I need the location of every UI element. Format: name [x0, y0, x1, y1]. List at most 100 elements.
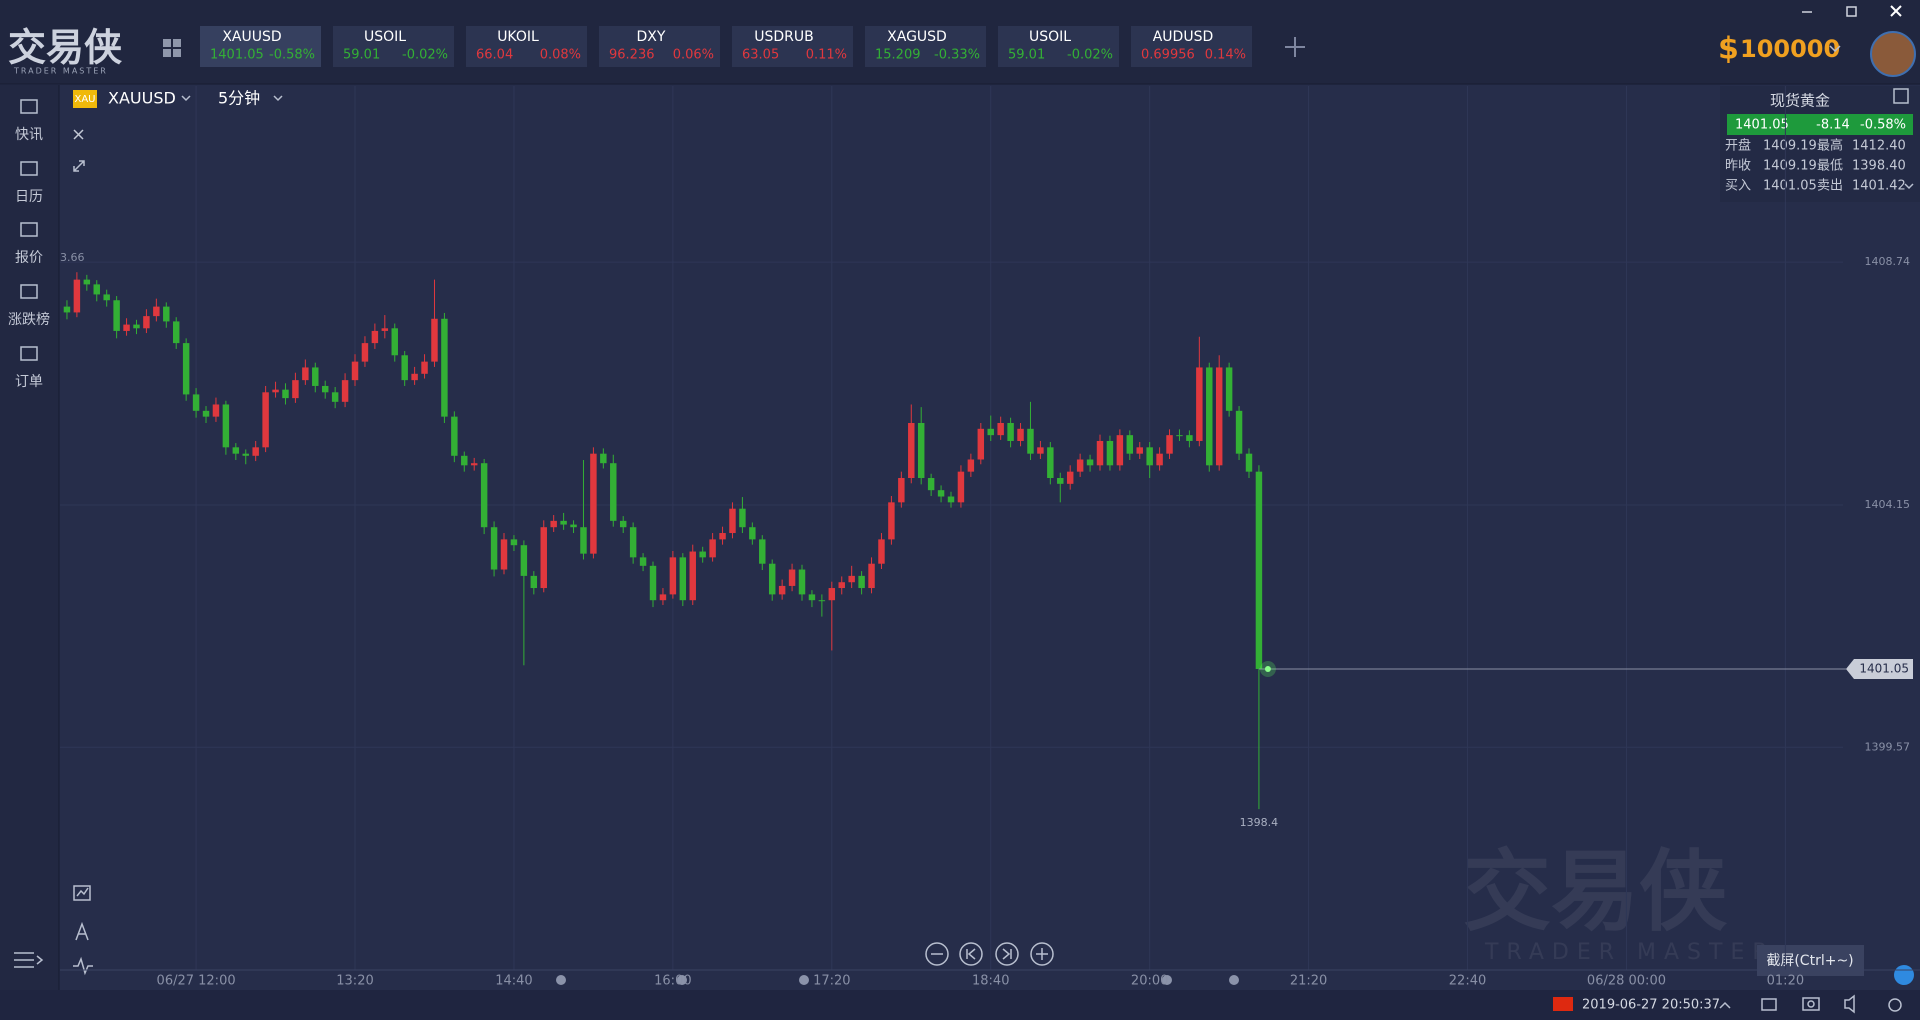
ticker-tab[interactable]: [1131, 26, 1252, 67]
candle-body: [1037, 447, 1044, 454]
candle-body: [451, 416, 458, 456]
status-icons[interactable]: [1761, 994, 1902, 1014]
sidebar-icon[interactable]: [20, 99, 38, 114]
panel-toggle[interactable]: [1893, 88, 1909, 104]
x-tick-label: 17:20: [813, 974, 850, 989]
candle-body: [967, 459, 975, 472]
candle-body: [1215, 367, 1223, 466]
close[interactable]: [1890, 5, 1902, 17]
candle-body: [788, 569, 796, 586]
balance[interactable]: 100000: [1740, 35, 1840, 63]
y-tick-label: 1399.57: [1865, 740, 1911, 753]
candle-body: [63, 306, 71, 313]
candle-body: [957, 471, 965, 503]
candle-body: [828, 588, 836, 601]
candle-body: [1116, 435, 1124, 466]
y-tick-label: 1408.74: [1865, 255, 1911, 268]
candle-body: [560, 520, 567, 525]
sidebar-label[interactable]: 日历: [15, 189, 43, 205]
candle-body: [719, 533, 726, 540]
restore[interactable]: [1846, 6, 1857, 17]
ticker-symbol: DXY: [637, 29, 666, 45]
candle-body: [143, 316, 150, 329]
sidebar-icon[interactable]: [20, 161, 38, 176]
ticker-tab[interactable]: [998, 26, 1119, 67]
candle-body: [927, 478, 935, 491]
symbol-chevron[interactable]: [181, 95, 191, 102]
candle-body: [610, 463, 617, 521]
ticker-tab[interactable]: [466, 26, 587, 67]
compress[interactable]: [73, 160, 85, 172]
close-panel[interactable]: [73, 129, 84, 140]
ticker-tab[interactable]: [732, 26, 853, 67]
sidebar-icon[interactable]: [20, 346, 38, 361]
candle-body: [242, 453, 249, 456]
x-tick-label: 21:20: [1290, 974, 1327, 989]
balance-chevron[interactable]: [1829, 45, 1841, 53]
candle-body: [262, 392, 269, 448]
sidebar-icon[interactable]: [20, 222, 38, 237]
ticker-tab[interactable]: [200, 26, 321, 67]
candle-body: [540, 527, 547, 589]
candle-body: [83, 279, 91, 285]
candle-body: [1086, 459, 1094, 466]
quote-expand[interactable]: [1904, 183, 1914, 190]
quote-title: 现货黄金: [1770, 92, 1830, 110]
ticker-symbol: USOIL: [364, 29, 406, 45]
logo-sub: TRADER MASTER: [13, 67, 108, 76]
candle-body: [401, 355, 408, 381]
candle-body: [530, 575, 538, 589]
candle-body: [1057, 478, 1064, 484]
ticker-change: 0.11%: [806, 48, 847, 63]
tool-icons[interactable]: [14, 885, 93, 976]
x-tick-label: 18:40: [972, 974, 1009, 989]
candle-body: [73, 279, 81, 313]
ticker-tab[interactable]: [333, 26, 454, 67]
candle-body: [947, 496, 955, 503]
balance-symbol: $: [1718, 32, 1739, 67]
zoom-controls[interactable]: [925, 942, 1054, 966]
status-chevron[interactable]: [1719, 1001, 1731, 1009]
ticker-symbol: XAUUSD: [222, 29, 281, 45]
event-markers[interactable]: [556, 975, 1239, 985]
ticker-price: 0.69956: [1141, 48, 1195, 63]
sidebar-label[interactable]: 涨跌榜: [8, 311, 50, 328]
chart-symbol[interactable]: XAUUSD: [108, 89, 176, 108]
candle-body: [500, 539, 508, 570]
chart-interval[interactable]: 5分钟: [218, 89, 260, 108]
candle-body: [1166, 435, 1173, 454]
x-tick-label: 13:20: [336, 974, 373, 989]
ticker-tab[interactable]: [599, 26, 720, 67]
quote-label: 最高: [1817, 138, 1843, 154]
sidebar-label[interactable]: 订单: [15, 374, 43, 390]
candle-body: [212, 404, 220, 417]
candle-body: [590, 453, 597, 554]
candle-body: [798, 569, 806, 595]
ticker-symbol: UKOIL: [497, 29, 539, 45]
apps-icon[interactable]: [163, 39, 181, 57]
interval-chevron[interactable]: [273, 95, 283, 102]
candle-body: [292, 380, 299, 399]
candle-body: [431, 318, 438, 362]
candle-body: [768, 563, 776, 595]
candle-body: [550, 520, 557, 528]
ticker-change: -0.02%: [402, 48, 448, 63]
clipped-label: 3.66: [60, 251, 85, 264]
add-tab[interactable]: [1285, 37, 1305, 57]
candle-body: [222, 404, 230, 448]
ticker-tab[interactable]: [865, 26, 986, 67]
candle-body: [1136, 447, 1143, 454]
ticker-change: 0.06%: [673, 48, 714, 63]
avatar-ring: [1870, 31, 1916, 77]
candle-body: [371, 330, 379, 344]
sidebar-label[interactable]: 快讯: [15, 127, 43, 143]
candle-body: [1206, 367, 1213, 466]
help-icon[interactable]: [1894, 965, 1914, 985]
avatar[interactable]: [1871, 32, 1915, 76]
ticker-price: 96.236: [609, 48, 655, 63]
sidebar-icon[interactable]: [20, 284, 38, 299]
watermark-sub: TRADER MASTER: [1484, 940, 1776, 965]
candle-body: [312, 367, 319, 386]
sidebar-label[interactable]: 报价: [15, 250, 43, 266]
